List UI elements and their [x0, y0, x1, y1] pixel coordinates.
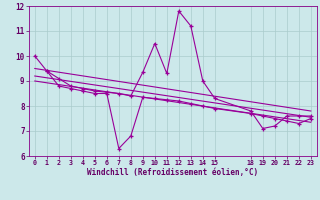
X-axis label: Windchill (Refroidissement éolien,°C): Windchill (Refroidissement éolien,°C) — [87, 168, 258, 177]
